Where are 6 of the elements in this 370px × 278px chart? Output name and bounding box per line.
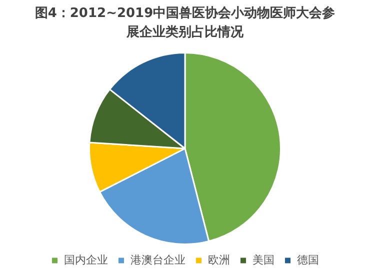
chart-title: 图4：2012~2019中国兽医协会小动物医师大会参展企业类别占比情况 — [34, 5, 336, 42]
legend-label: 美国 — [252, 253, 274, 266]
legend-label: 德国 — [296, 253, 319, 266]
legend-label: 欧洲 — [208, 253, 230, 266]
legend-label: 国内企业 — [64, 253, 108, 266]
legend-label: 港澳台企业 — [130, 253, 186, 266]
